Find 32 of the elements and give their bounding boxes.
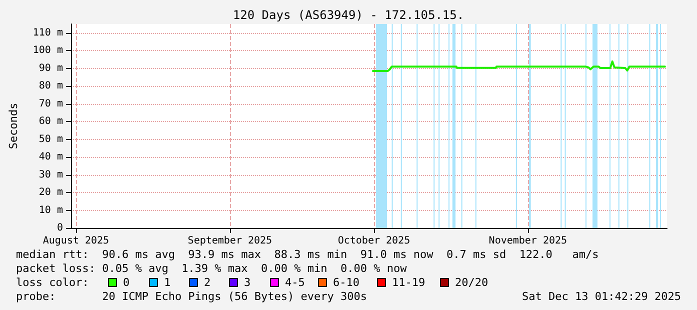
y-tick-label: 80 m	[38, 80, 63, 92]
chart-title: 120 Days (AS63949) - 172.105.15.	[232, 8, 464, 22]
text: probe: 20 ICMP Echo Pings (56 Bytes) every 300s	[16, 290, 367, 303]
y-tick-label: 70 m	[38, 98, 63, 110]
text: 4-5	[285, 276, 305, 289]
text: 11-19	[392, 276, 426, 289]
text: median rtt: 90.6 ms avg 93.9 ms max 88.3 ms min 91.0 ms now 0.7 ms sd 122.0 am/s	[16, 248, 599, 261]
y-tick-label: 20 m	[38, 187, 63, 198]
text: 0	[123, 276, 130, 289]
x-tick-label: August 2025	[42, 236, 110, 246]
x-tick-label: October 2025	[338, 236, 410, 246]
y-tick-label: 60 m	[38, 116, 63, 128]
x-tick-label: September 2025	[188, 236, 272, 246]
text: 20/20	[455, 276, 488, 289]
y-tick-label: 90 m	[38, 62, 63, 74]
text: 2	[204, 276, 211, 289]
y-tick-label: 0	[56, 222, 63, 234]
y-tick-label: 100 m	[32, 45, 63, 56]
text: packet loss: 0.05 % avg 1.39 % max 0.00 % min 0.00 % now	[16, 262, 407, 275]
y-tick-label: 50 m	[38, 134, 63, 145]
line-series	[372, 60, 666, 72]
text: loss color:	[16, 276, 89, 289]
text: 3	[244, 276, 251, 289]
y-axis-title: Seconds	[7, 102, 20, 150]
text: 6-10	[333, 276, 360, 289]
text: 1	[164, 276, 171, 289]
x-tick-label: November 2025	[488, 236, 568, 246]
y-tick-label: 40 m	[38, 152, 63, 163]
y-tick-label: 30 m	[38, 169, 63, 180]
text: Sat Dec 13 01:42:29 2025	[522, 290, 681, 303]
y-tick-label: 10 m	[38, 204, 63, 216]
y-tick-label: 110 m	[32, 27, 63, 38]
